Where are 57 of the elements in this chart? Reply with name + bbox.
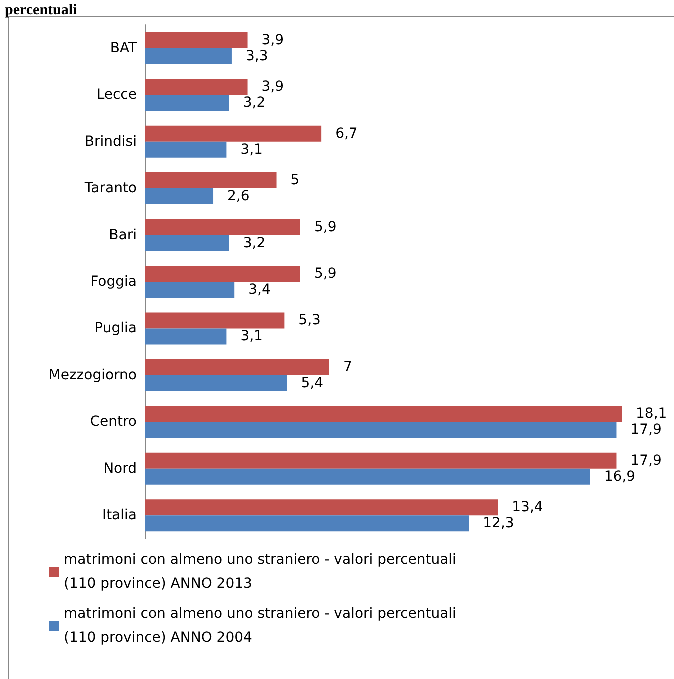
data-label: 3,3 xyxy=(246,48,268,64)
bar xyxy=(145,422,617,438)
data-label: 12,3 xyxy=(483,516,514,532)
data-label: 3,1 xyxy=(240,328,263,345)
data-label: 3,1 xyxy=(240,142,263,158)
data-label: 3,2 xyxy=(243,235,266,252)
data-label: 6,7 xyxy=(336,126,358,142)
bar xyxy=(145,266,300,282)
y-tick-label: Taranto xyxy=(84,180,137,197)
data-label: 5,4 xyxy=(301,375,324,392)
data-label: 17,9 xyxy=(630,452,662,469)
data-label: 2,6 xyxy=(228,188,250,205)
data-label: 3,9 xyxy=(262,79,284,96)
bar xyxy=(145,452,617,469)
data-label: 13,4 xyxy=(512,500,544,516)
data-label: 5,9 xyxy=(314,219,337,236)
data-label: 5 xyxy=(290,172,300,189)
data-label: 17,9 xyxy=(630,422,662,438)
bar xyxy=(145,32,248,48)
y-tick-label: Brindisi xyxy=(84,134,137,150)
bar xyxy=(145,312,285,329)
data-label: 5,3 xyxy=(298,312,321,329)
bar xyxy=(145,235,230,252)
bar xyxy=(145,468,590,485)
y-tick-label: Foggia xyxy=(90,274,137,290)
data-label: 3,4 xyxy=(248,282,271,298)
bar xyxy=(145,375,288,392)
bar xyxy=(145,126,322,142)
data-label: 3,2 xyxy=(243,95,266,112)
data-label: 5,9 xyxy=(314,266,337,282)
data-label: 7 xyxy=(343,359,352,376)
bar xyxy=(145,500,498,516)
y-tick-label: Mezzogiorno xyxy=(48,367,137,384)
bar xyxy=(145,95,230,112)
y-tick-label: Lecce xyxy=(96,87,137,104)
y-tick-label: Centro xyxy=(90,414,137,430)
bar xyxy=(145,142,227,158)
chart-title: percentuali xyxy=(5,2,78,18)
bar xyxy=(145,359,330,376)
y-tick-label: Italia xyxy=(102,508,137,524)
bar xyxy=(145,406,622,422)
data-label: 18,1 xyxy=(636,406,668,422)
legend-label: matrimoni con almeno uno straniero - valori percentuali (110 province) ANNO 2004 xyxy=(64,606,461,646)
data-label: 16,9 xyxy=(604,468,636,485)
y-tick-label: Bari xyxy=(109,227,137,244)
data-label: 3,9 xyxy=(262,32,284,48)
bar xyxy=(145,282,235,298)
bar xyxy=(145,219,300,236)
y-tick-label: Nord xyxy=(104,460,137,477)
bar xyxy=(145,328,227,345)
y-tick-label: BAT xyxy=(110,40,138,56)
bar xyxy=(145,516,470,532)
bar xyxy=(145,188,214,205)
bar xyxy=(145,172,277,189)
bar xyxy=(145,48,232,64)
bar xyxy=(145,79,248,96)
y-tick-label: Puglia xyxy=(94,320,137,337)
